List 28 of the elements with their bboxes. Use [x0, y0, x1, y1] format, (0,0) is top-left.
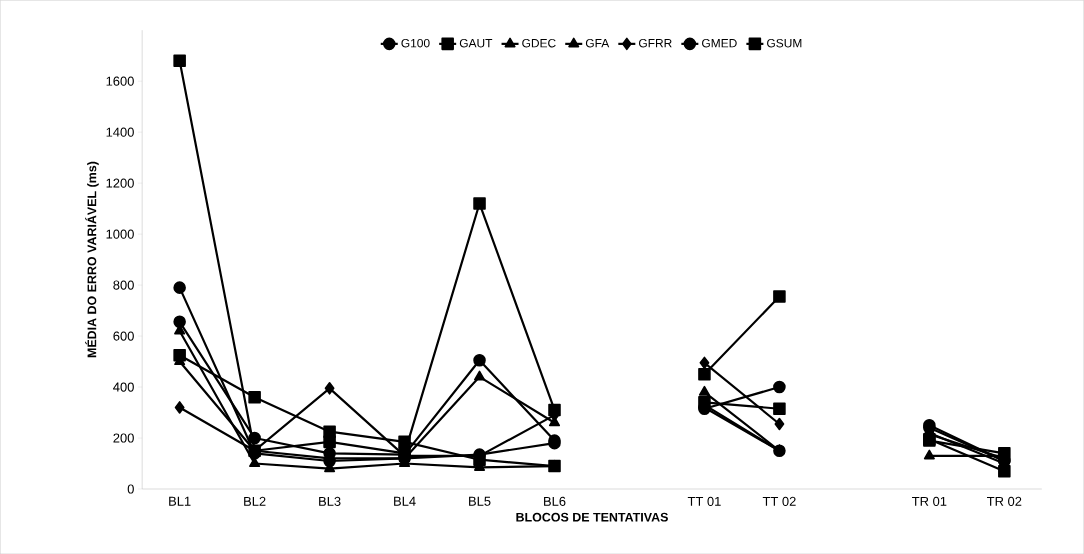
y-tick-label: 600 — [113, 331, 134, 341]
y-tick-label: 200 — [113, 433, 134, 443]
y-tick-label: 1000 — [106, 229, 134, 239]
y-tick-label: 1400 — [106, 127, 134, 137]
legend-label: GDEC — [522, 38, 556, 48]
x-tick-label: BL1 — [169, 496, 191, 506]
legend-label: GSUM — [767, 38, 802, 48]
y-tick-label: 800 — [113, 280, 134, 290]
y-tick-label: 1200 — [106, 178, 134, 188]
x-tick-label: TT 01 — [687, 496, 721, 506]
y-tick-label: 0 — [127, 484, 134, 494]
legend-label: G100 — [401, 38, 430, 48]
y-tick-label: 1600 — [106, 76, 134, 86]
y-tick-label: 400 — [113, 382, 134, 392]
x-tick-label: BL5 — [469, 496, 491, 506]
x-tick-label: TR 01 — [912, 496, 947, 506]
x-tick-label: TT 02 — [762, 496, 796, 506]
x-tick-label: BL2 — [244, 496, 266, 506]
x-tick-label: BL3 — [319, 496, 341, 506]
x-tick-label: BL4 — [394, 496, 416, 506]
x-tick-label: BL6 — [544, 496, 566, 506]
legend-label: GFA — [585, 38, 610, 48]
x-axis-title: BLOCOS DE TENTATIVAS — [516, 512, 668, 522]
legend-label: GFRR — [639, 38, 672, 48]
legend-label: GMED — [702, 38, 737, 48]
legend-label: GAUT — [459, 38, 493, 48]
y-axis-title: MÉDIA DO ERRO VARIÁVEL (ms) — [85, 161, 99, 358]
x-tick-label: TR 02 — [987, 496, 1022, 506]
